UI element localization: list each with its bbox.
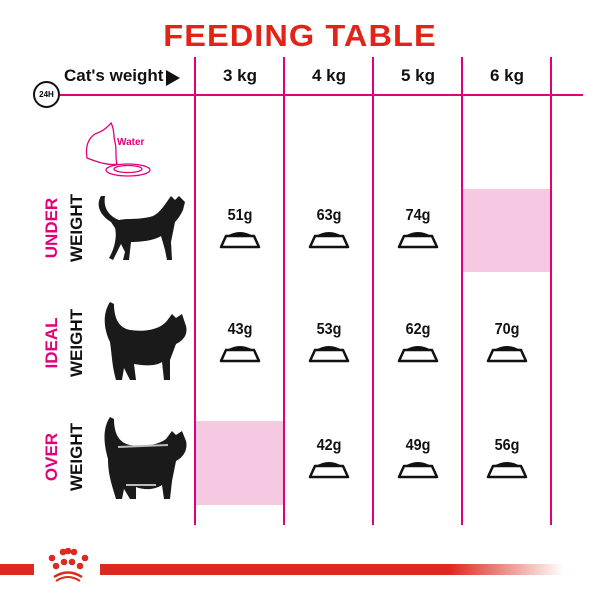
row-label-ideal: IDEAL: [42, 317, 61, 369]
food-bowl-icon: [397, 232, 439, 249]
unavailable-cell: [463, 189, 550, 272]
feeding-cell: 74g: [374, 207, 462, 250]
feeding-cell: 49g: [374, 437, 462, 480]
food-amount: 63g: [316, 207, 342, 224]
food-amount: 62g: [405, 321, 431, 338]
row-label-under: UNDER: [42, 197, 61, 259]
weight-label: Cat's weight: [64, 66, 164, 85]
grid-line: [283, 57, 285, 525]
food-bowl-icon: [397, 346, 439, 363]
feeding-cell: 42g: [285, 437, 373, 480]
play-arrow-icon: [166, 70, 180, 86]
water-label: Water: [117, 137, 145, 148]
row-label-weight: WEIGHT: [67, 423, 86, 491]
food-amount: 43g: [227, 321, 253, 338]
clock-24h-icon: 24H: [33, 81, 60, 108]
column-header-3kg: 3 kg: [222, 66, 258, 85]
food-bowl-icon: [308, 346, 350, 363]
food-bowl-icon: [308, 232, 350, 249]
row-label-over: OVER: [42, 432, 61, 482]
column-header-6kg: 6 kg: [489, 66, 525, 85]
food-amount: 74g: [405, 207, 431, 224]
royal-canin-crown-logo: [34, 548, 100, 584]
feeding-cell: 63g: [285, 207, 373, 250]
cat-icon-underweight: [98, 196, 185, 260]
water-bowl-icon: [85, 121, 151, 177]
food-bowl-icon: [486, 346, 528, 363]
food-amount: 70g: [494, 321, 520, 338]
grid-line: [461, 57, 463, 525]
cat-icon-ideal: [104, 302, 187, 380]
cat-icon-overweight: [104, 417, 187, 499]
grid-line: [372, 57, 374, 525]
row-label-weight: WEIGHT: [67, 309, 86, 377]
food-amount: 42g: [316, 437, 342, 454]
column-header-5kg: 5 kg: [400, 66, 436, 85]
feeding-cell: 56g: [463, 437, 551, 480]
grid-line: [194, 57, 196, 525]
food-amount: 56g: [494, 437, 520, 454]
page-title: FEEDING TABLE: [163, 18, 437, 53]
feeding-cell: 62g: [374, 321, 462, 364]
row-label-weight: WEIGHT: [67, 194, 86, 262]
grid-line: [550, 57, 552, 525]
column-header-4kg: 4 kg: [311, 66, 347, 85]
food-bowl-icon: [397, 462, 439, 479]
feeding-cell: 51g: [196, 207, 284, 250]
food-amount: 49g: [405, 437, 431, 454]
food-amount: 53g: [316, 321, 342, 338]
food-bowl-icon: [219, 346, 261, 363]
feeding-cell: 43g: [196, 321, 284, 364]
food-amount: 51g: [227, 207, 253, 224]
brand-footer-bar: [0, 564, 600, 575]
food-bowl-icon: [219, 232, 261, 249]
header-divider: [58, 94, 583, 96]
feeding-cell: 70g: [463, 321, 551, 364]
food-bowl-icon: [486, 462, 528, 479]
food-bowl-icon: [308, 462, 350, 479]
feeding-cell: 53g: [285, 321, 373, 364]
unavailable-cell: [196, 421, 283, 505]
